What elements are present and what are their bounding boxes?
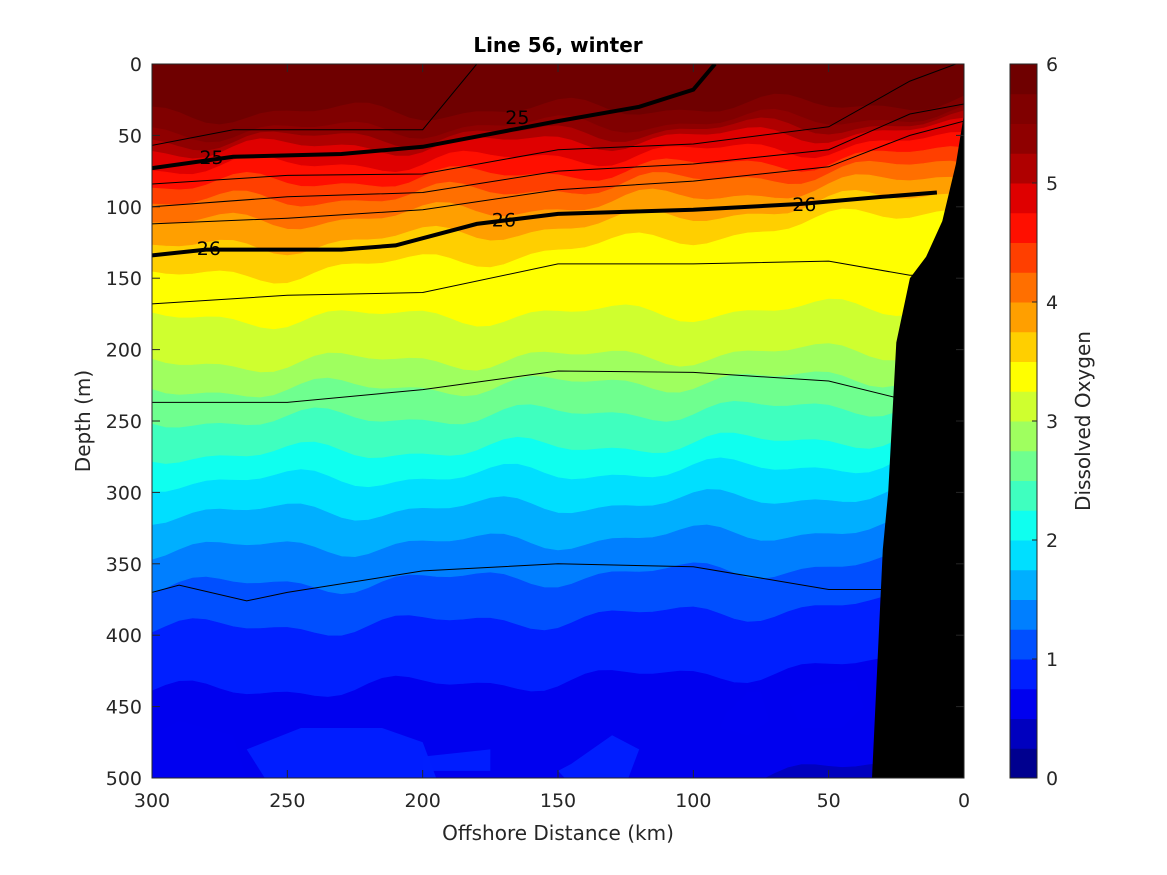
colorbar-tick-label: 6: [1046, 54, 1058, 76]
density-contour-line: [152, 120, 964, 225]
y-tick-label: 50: [118, 125, 142, 147]
colorbar-swatch: [1010, 540, 1037, 571]
x-tick-label: 100: [675, 790, 711, 812]
colorbar-label: Dissolved Oxygen: [1071, 331, 1095, 511]
contour-labels: 25 25 26 26 26: [197, 107, 817, 260]
oxygen-low-patch: [246, 728, 437, 778]
colorbar-swatch: [1010, 212, 1037, 243]
oxygen-low-patch: [720, 692, 770, 736]
colorbar-swatch: [1010, 391, 1037, 422]
y-tick-label: 400: [106, 625, 142, 647]
shelf-bottom: [872, 113, 964, 778]
colorbar-swatch: [1010, 748, 1037, 779]
axis-ticks: 300 250 200 150 100 50 00501001502002503003504…: [106, 54, 970, 812]
density-main-contours: [152, 64, 938, 258]
y-tick-label: 250: [106, 411, 142, 433]
colorbar-swatch: [1010, 718, 1037, 749]
colorbar-tick-label: 5: [1046, 173, 1058, 195]
x-tick-label: 50: [817, 790, 841, 812]
colorbar-tick-label: 0: [1046, 768, 1058, 790]
density-contour-25: [152, 64, 717, 171]
y-tick-label: 150: [106, 268, 142, 290]
colorbar-swatch: [1010, 688, 1037, 719]
colorbar-swatch: [1010, 242, 1037, 273]
density-contour-line: [152, 103, 964, 208]
colorbar-swatch: [1010, 450, 1037, 481]
contour-label: 26: [492, 210, 516, 232]
colorbar-tick-label: 3: [1046, 411, 1058, 433]
y-tick-label: 200: [106, 340, 142, 362]
density-contour-line: [152, 64, 478, 146]
colorbar-tick-label: 2: [1046, 530, 1058, 552]
colorbar: 0 1 2 3 4 5 6: [1010, 54, 1058, 790]
colorbar-frame: [1009, 63, 1038, 779]
y-tick-label: 0: [130, 54, 142, 76]
contour-label: 25: [199, 147, 223, 169]
colorbar-swatch: [1010, 421, 1037, 452]
x-tick-label: 300: [134, 790, 170, 812]
y-tick-label: 500: [106, 768, 142, 790]
colorbar-swatch: [1010, 64, 1037, 95]
colorbar-swatch: [1010, 569, 1037, 600]
colorbar-swatch: [1010, 183, 1037, 214]
y-tick-label: 300: [106, 482, 142, 504]
density-contour-line: [152, 64, 957, 185]
colorbar-swatch: [1010, 510, 1037, 541]
density-contour-26: [152, 190, 938, 258]
x-tick-label: 0: [958, 790, 970, 812]
colorbar-swatch: [1010, 123, 1037, 154]
colorbar-swatch: [1010, 302, 1037, 333]
colorbar-swatch: [1010, 153, 1037, 184]
oxygen-low-patches: [152, 680, 864, 778]
x-tick-label: 200: [405, 790, 441, 812]
colorbar-swatch: [1010, 480, 1037, 511]
colorbar-swatch: [1010, 659, 1037, 690]
chart-title: Line 56, winter: [473, 33, 642, 57]
colorbar-swatch: [1010, 361, 1037, 392]
colorbar-swatch: [1010, 629, 1037, 660]
colorbar-swatch: [1010, 93, 1037, 124]
y-axis-label: Depth (m): [71, 370, 95, 472]
oxygen-bands: [152, 64, 964, 778]
colorbar-tick-label: 1: [1046, 649, 1058, 671]
colorbar-tick-label: 4: [1046, 292, 1058, 314]
y-tick-label: 450: [106, 697, 142, 719]
x-axis-label: Offshore Distance (km): [442, 821, 674, 845]
x-tick-label: 150: [540, 790, 576, 812]
oxygen-low-patch: [422, 749, 491, 771]
density-contour-line: [152, 563, 883, 602]
oxygen-low-patch: [558, 735, 640, 778]
contour-label: 26: [197, 238, 221, 260]
x-tick-label: 250: [269, 790, 305, 812]
oxygen-low-patch: [152, 720, 247, 778]
contour-label: 25: [505, 107, 529, 129]
plot-area: 25 25 26 26 26: [152, 64, 964, 778]
contour-label: 26: [792, 194, 816, 216]
y-tick-label: 350: [106, 554, 142, 576]
oxygen-low-patch: [788, 680, 864, 728]
density-contour-line: [152, 260, 964, 305]
colorbar-swatch: [1010, 599, 1037, 630]
colorbar-swatch: [1010, 331, 1037, 362]
y-tick-label: 100: [106, 197, 142, 219]
colorbar-swatch: [1010, 272, 1037, 303]
